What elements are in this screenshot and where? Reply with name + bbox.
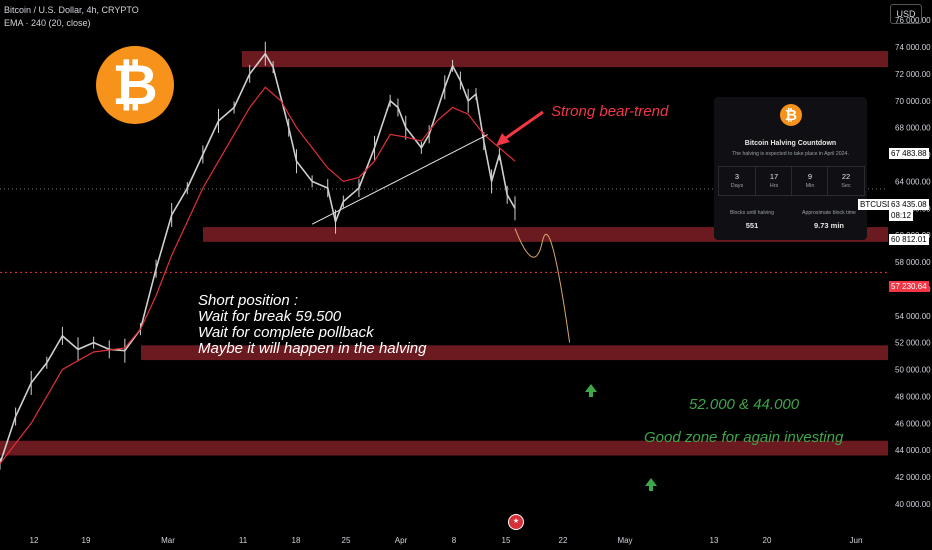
ema-line: [0, 86, 516, 464]
countdown-hours: 17 Hrs: [755, 167, 792, 195]
x-tick-label: 11: [239, 536, 248, 545]
bitcoin-icon: ₿: [780, 104, 802, 126]
bitcoin-icon: ₿: [96, 46, 174, 124]
y-tick-label: 64 000.00: [895, 177, 931, 186]
countdown-unit: Days: [730, 183, 744, 189]
bear-trend-annotation: Strong bear-trend: [551, 103, 669, 120]
upper-price-label: 67 483.88: [889, 148, 929, 159]
y-tick-label: 40 000.00: [895, 500, 931, 509]
x-tick-label: 20: [763, 536, 772, 545]
trendline: [311, 134, 488, 225]
stat-label: Blocks until halving: [729, 210, 775, 216]
green-up-arrow: [585, 384, 597, 397]
countdown-minutes: 9 Min: [791, 167, 828, 195]
price-zone: [0, 440, 888, 456]
x-tick-label: May: [617, 536, 632, 545]
projection-path: [514, 228, 571, 343]
stat-value: 9.73 min: [813, 221, 844, 230]
short-position-note: Short position : Wait for break 59.500 W…: [198, 293, 426, 357]
price-series: [0, 52, 516, 464]
y-tick-label: 50 000.00: [895, 366, 931, 375]
y-tick-label: 72 000.00: [895, 70, 931, 79]
countdown-unit: Sec: [841, 183, 851, 189]
price-zone: [242, 51, 888, 68]
y-tick-label: 42 000.00: [895, 473, 931, 482]
stat-label: Approximate block time: [802, 210, 856, 216]
y-tick-label: 44 000.00: [895, 446, 931, 455]
countdown-value: 17: [769, 172, 779, 181]
indicator-legend: EMA · 240 (20, close): [4, 18, 91, 28]
x-tick-label: 13: [710, 536, 719, 545]
x-tick-label: 25: [342, 536, 351, 545]
x-tick-label: 19: [82, 536, 91, 545]
y-tick-label: 54 000.00: [895, 312, 931, 321]
y-tick-label: 74 000.00: [895, 43, 931, 52]
lower-price-label: 60 812.01: [889, 234, 929, 245]
countdown-seconds: 22 Sec: [827, 167, 864, 195]
x-tick-label: 22: [559, 536, 568, 545]
y-tick-label: 48 000.00: [895, 392, 931, 401]
x-tick-label: Apr: [395, 536, 408, 545]
ticker-label: BTCUSD: [858, 199, 895, 210]
y-tick-label: 58 000.00: [895, 258, 931, 267]
good-zone-annotation: Good zone for again investing: [644, 429, 844, 446]
green-up-arrow: [645, 478, 657, 491]
x-tick-label: 8: [452, 536, 457, 545]
y-tick-label: 76 000.00: [895, 16, 931, 25]
countdown-days: 3 Days: [719, 167, 755, 195]
countdown-unit: Min: [805, 183, 815, 189]
halving-countdown-card: ₿ Bitcoin Halving Countdown The halving …: [714, 97, 867, 240]
note-line: Wait for complete pollback: [198, 324, 374, 341]
countdown-value: 3: [734, 172, 740, 181]
block-time-stat: Approximate block time 9.73 min: [791, 210, 867, 230]
x-tick-label: 18: [292, 536, 301, 545]
note-line: Maybe it will happen in the halving: [198, 340, 427, 357]
countdown-value: 9: [807, 172, 813, 181]
current-price-label: 63 435.08: [889, 199, 929, 210]
countdown-unit: Hrs: [769, 183, 779, 189]
targets-annotation: 52.000 & 44.000: [689, 396, 800, 413]
bar-countdown-label: 08:12: [889, 210, 914, 221]
countdown-grid: 3 Days 17 Hrs 9 Min 22 Sec: [718, 166, 865, 196]
bear-arrow-head: [496, 133, 510, 146]
x-tick-label: Jun: [850, 536, 863, 545]
note-line: Short position :: [198, 292, 299, 309]
y-tick-label: 52 000.00: [895, 339, 931, 348]
note-line: Wait for break 59.500: [198, 308, 342, 325]
countdown-value: 22: [841, 172, 851, 181]
price-zone: [141, 345, 888, 361]
card-title: Bitcoin Halving Countdown: [744, 140, 837, 147]
card-subtitle: The halving is expected to take place in…: [732, 151, 849, 157]
stat-value: 551: [745, 221, 759, 230]
red-price-label: 57 230.64: [889, 281, 929, 292]
bear-arrow: [502, 110, 544, 142]
x-tick-label: 15: [502, 536, 511, 545]
y-tick-label: 46 000.00: [895, 419, 931, 428]
x-tick-label: Mar: [161, 536, 175, 545]
x-tick-label: 12: [30, 536, 39, 545]
currency-button[interactable]: USD: [890, 4, 922, 24]
blocks-stat: Blocks until halving 551: [714, 210, 790, 230]
y-tick-label: 68 000.00: [895, 124, 931, 133]
us-flag-icon[interactable]: ★: [508, 514, 524, 530]
symbol-title: Bitcoin / U.S. Dollar, 4h, CRYPTO: [4, 5, 139, 15]
y-tick-label: 70 000.00: [895, 97, 931, 106]
